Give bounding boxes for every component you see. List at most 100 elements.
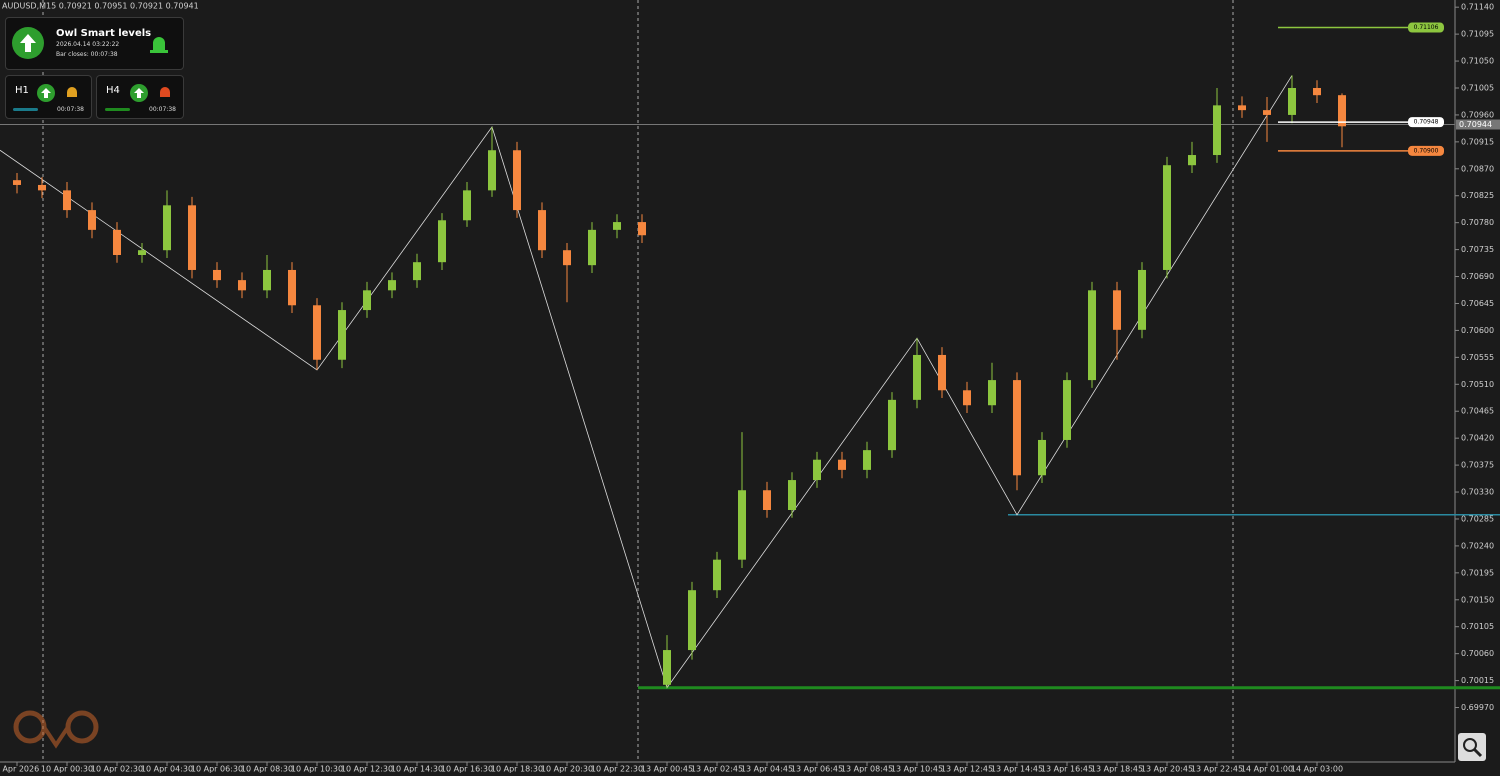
y-tick-label: 0.70240 xyxy=(1461,541,1494,550)
x-tick-label: 13 Apr 10:45 xyxy=(891,765,943,774)
y-tick-label: 0.70825 xyxy=(1461,191,1494,200)
candle-body xyxy=(113,229,121,255)
y-tick-label: 0.70060 xyxy=(1461,649,1494,658)
candle-body xyxy=(888,399,896,451)
level-tag xyxy=(1408,145,1444,156)
candle-body xyxy=(738,490,746,560)
tf-label: H4 xyxy=(106,85,120,96)
y-tick-label: 0.70015 xyxy=(1461,676,1494,685)
candle-body xyxy=(138,250,146,255)
x-tick-label: 10 Apr 08:30 xyxy=(241,765,293,774)
candle-body xyxy=(313,305,321,360)
candle-body xyxy=(688,590,696,651)
y-tick-label: 0.70870 xyxy=(1461,164,1494,173)
x-tick-label: 13 Apr 20:45 xyxy=(1141,765,1193,774)
candle-body xyxy=(1038,439,1046,476)
candle-body xyxy=(913,354,921,400)
candle-body xyxy=(413,262,421,281)
y-tick-label: 0.70600 xyxy=(1461,326,1494,335)
zoom-icon[interactable] xyxy=(1458,733,1486,761)
zigzag xyxy=(0,75,1293,689)
candle-body xyxy=(388,280,396,291)
candle-body xyxy=(1288,87,1296,115)
y-tick-label: 0.70375 xyxy=(1461,461,1494,470)
candle-body xyxy=(438,220,446,263)
x-tick-label: 13 Apr 14:45 xyxy=(991,765,1043,774)
x-tick-label: 10 Apr 18:30 xyxy=(491,765,543,774)
candle-body xyxy=(563,250,571,266)
y-tick-label: 0.70330 xyxy=(1461,488,1494,497)
candle-body xyxy=(1113,290,1121,330)
x-tick-label: 13 Apr 18:45 xyxy=(1091,765,1143,774)
candle-body xyxy=(1063,380,1071,440)
y-tick-label: 0.70690 xyxy=(1461,272,1494,281)
y-tick-label: 0.70780 xyxy=(1461,218,1494,227)
up-arrow-icon xyxy=(12,27,44,59)
candle-body xyxy=(338,310,346,360)
up-arrow-icon xyxy=(130,84,148,102)
candle-body xyxy=(1263,110,1271,115)
candle-body xyxy=(963,390,971,406)
bar-closes: Bar closes: 00:07:38 xyxy=(56,51,118,58)
x-tick-label: 10 Apr 04:30 xyxy=(141,765,193,774)
candle-body xyxy=(1088,290,1096,381)
level-label: 0.70948 xyxy=(1414,119,1439,126)
candle-body xyxy=(1313,87,1321,96)
level-tag xyxy=(1408,22,1444,33)
candle-body xyxy=(1163,165,1171,270)
candle-body xyxy=(1213,105,1221,156)
candle-body xyxy=(363,290,371,311)
panel-time: 2026.04.14 03:22:22 xyxy=(56,41,120,48)
candle-body xyxy=(538,210,546,251)
y-tick-label: 0.69970 xyxy=(1461,703,1494,712)
candle-body xyxy=(1138,269,1146,330)
level-label: 0.71106 xyxy=(1414,24,1439,31)
y-tick-label: 0.70150 xyxy=(1461,595,1494,604)
tf-timer: 00:07:38 xyxy=(149,106,176,113)
candle-body xyxy=(238,280,246,291)
candle-body xyxy=(263,269,271,291)
candle-body xyxy=(763,490,771,510)
x-tick-label: 10 Apr 22:30 xyxy=(591,765,643,774)
candle-body xyxy=(488,150,496,191)
alarm-icon xyxy=(160,87,170,97)
candle-body xyxy=(588,229,596,266)
progress-bar xyxy=(13,108,38,111)
x-tick-label: 13 Apr 06:45 xyxy=(791,765,843,774)
y-tick-label: 0.70420 xyxy=(1461,434,1494,443)
y-tick-label: 0.70555 xyxy=(1461,353,1494,362)
candle-body xyxy=(513,150,521,211)
y-tick-label: 0.71140 xyxy=(1461,3,1494,12)
candle-body xyxy=(1238,105,1246,111)
x-tick-label: 10 Apr 20:30 xyxy=(541,765,593,774)
owl-panel: Owl Smart levels 2026.04.14 03:22:22 Bar… xyxy=(5,17,184,70)
candle-body xyxy=(288,269,296,306)
y-tick-label: 0.70735 xyxy=(1461,245,1494,254)
x-tick-label: 14 Apr 03:00 xyxy=(1291,765,1343,774)
y-tick-label: 0.70960 xyxy=(1461,110,1494,119)
x-tick-label: 10 Apr 14:30 xyxy=(391,765,443,774)
candle-body xyxy=(813,459,821,481)
candle-body xyxy=(463,190,471,221)
chart-title: AUDUSD,M15 0.70921 0.70951 0.70921 0.709… xyxy=(2,2,199,11)
tf-label: H1 xyxy=(15,85,29,96)
candle-body xyxy=(788,480,796,510)
x-tick-label: 10 Apr 16:30 xyxy=(441,765,493,774)
candle-body xyxy=(863,450,871,470)
h4-panel: H4 00:07:38 xyxy=(96,75,184,119)
x-tick-label: 10 Apr 10:30 xyxy=(291,765,343,774)
x-tick-label: 13 Apr 12:45 xyxy=(941,765,993,774)
panel-title: Owl Smart levels xyxy=(56,28,152,39)
price-tag xyxy=(1456,119,1500,130)
candle-body xyxy=(838,459,846,470)
owl-logo xyxy=(13,710,99,749)
y-tick-label: 0.71050 xyxy=(1461,57,1494,66)
x-tick-label: 13 Apr 04:45 xyxy=(741,765,793,774)
candle-body xyxy=(663,650,671,685)
candle-body xyxy=(938,354,946,391)
tf-timer: 00:07:38 xyxy=(57,106,84,113)
y-tick-label: 0.70285 xyxy=(1461,514,1494,523)
x-tick-label: 14 Apr 01:00 xyxy=(1241,765,1293,774)
